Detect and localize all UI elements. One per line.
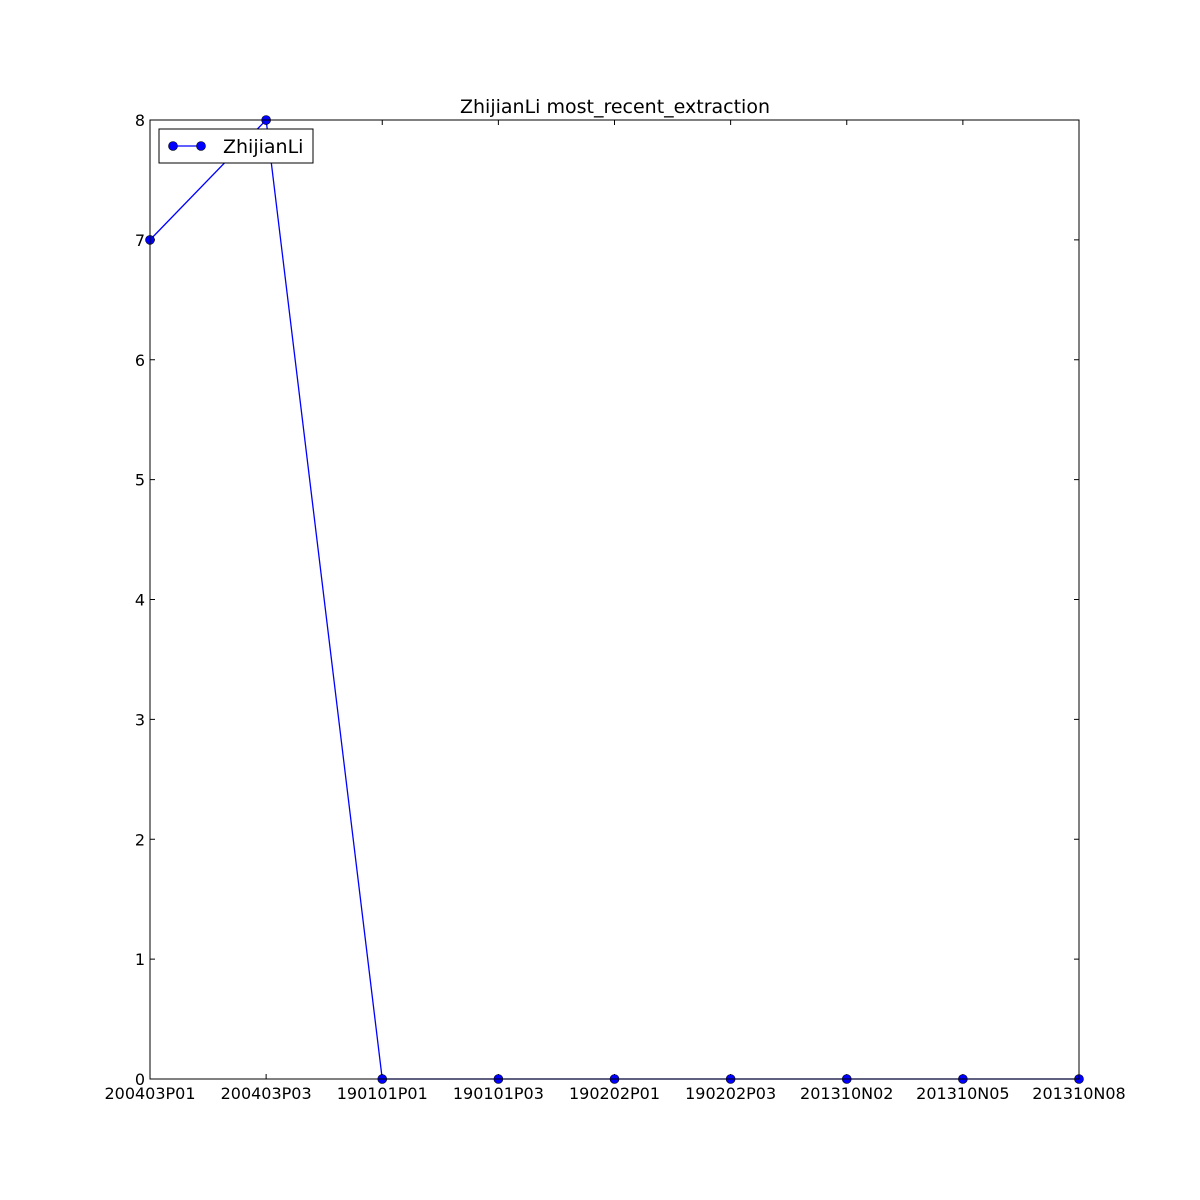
axis-ticks: 0 1 2 3 4 5 6 7 8 200403P01 200403P03 190101P01 1901… (104, 111, 1125, 1103)
series-layer (145, 115, 1084, 1084)
chart-title: ZhijianLi most_recent_extraction (460, 96, 770, 118)
x-tick-label: 190202P03 (685, 1084, 776, 1103)
legend: ZhijianLi (158, 128, 314, 164)
plot-frame (149, 119, 1080, 1080)
x-tick-label: 201310N02 (800, 1084, 893, 1103)
legend-label: ZhijianLi (223, 136, 303, 158)
y-tick-label: 3 (135, 710, 145, 729)
x-tick-label: 200403P03 (221, 1084, 312, 1103)
x-tick-label: 190101P01 (337, 1084, 428, 1103)
y-tick-label: 5 (135, 471, 145, 490)
series-line (149, 118, 1079, 1080)
y-tick-label: 2 (135, 830, 145, 849)
x-tick-label: 200403P01 (104, 1084, 195, 1103)
y-tick-label: 7 (135, 231, 145, 250)
y-tick-label: 8 (135, 111, 145, 130)
y-tick-label: 1 (135, 950, 145, 969)
x-tick-label: 201310N05 (916, 1084, 1009, 1103)
legend-marker (168, 141, 178, 151)
y-tick-label: 4 (135, 591, 145, 610)
x-tick-label: 190202P01 (569, 1084, 660, 1103)
x-tick-label: 201310N08 (1032, 1084, 1125, 1103)
y-tick-label: 6 (135, 351, 145, 370)
legend-marker (196, 141, 206, 151)
x-tick-label: 190101P03 (453, 1084, 544, 1103)
y-tick-label: 0 (135, 1070, 145, 1089)
